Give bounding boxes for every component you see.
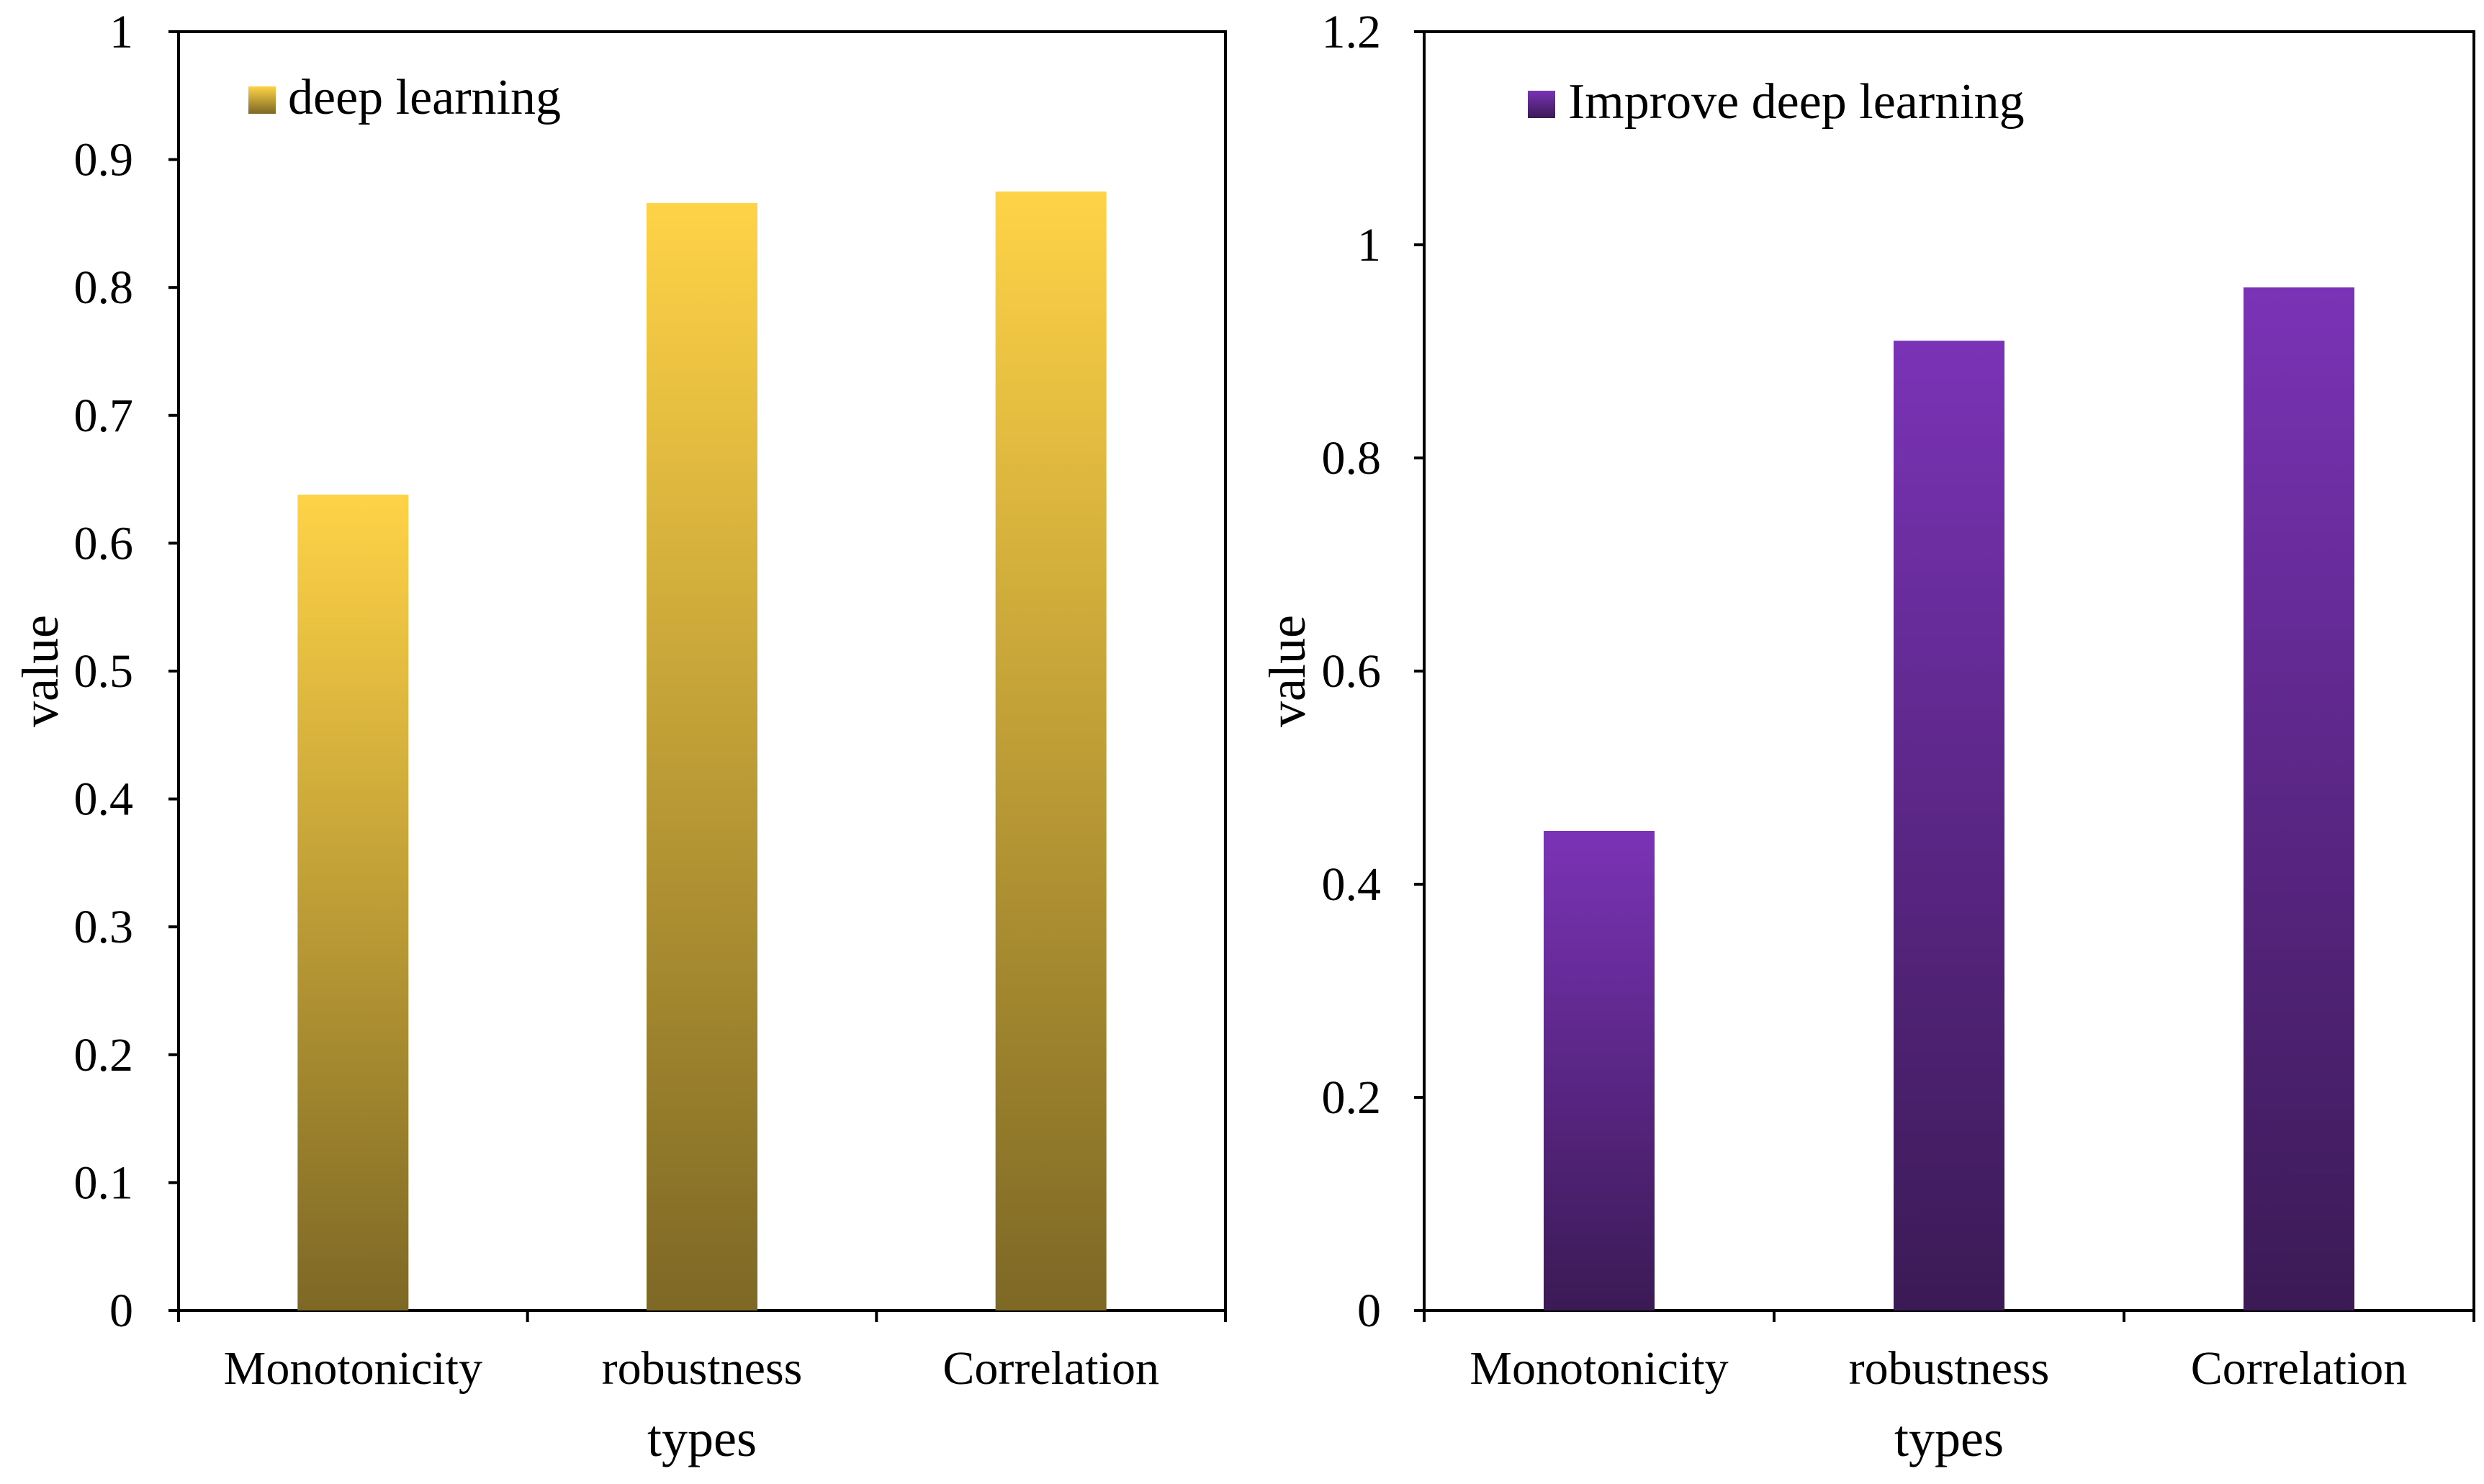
legend: Improve deep learning [1528,74,2025,130]
y-tick-label: 0.7 [74,390,134,442]
x-category-label-robustness: robustness [1849,1342,2050,1395]
y-axis-title: value [1259,615,1316,727]
legend-swatch [1528,91,1555,118]
bar-robustness [1894,341,2004,1311]
bar-group [297,192,1107,1310]
y-tick-label: 0.6 [74,517,134,570]
y-tick-label: 1 [109,6,133,58]
y-tick-label: 1 [1357,219,1381,271]
chart-panel-deep-learning: 0 0.1 0.2 0.3 0.4 0.5 0.6 0.7 0.8 0.9 1 Monotonici… [12,6,1227,1467]
bar-group [1544,287,2354,1311]
y-tick-label: 0.3 [74,901,134,953]
x-category-label-monotonicity: Monotonicity [1470,1342,1728,1395]
y-tick-label: 0.8 [74,261,134,314]
y-axis-ticks: 0 0.1 0.2 0.3 0.4 0.5 0.6 0.7 0.8 0.9 1 [74,6,179,1337]
y-axis-title: value [12,615,69,727]
legend-swatch [248,86,276,114]
y-tick-label: 0.8 [1322,432,1382,485]
bar-correlation [2244,287,2354,1311]
legend-label: deep learning [288,70,561,125]
chart-panel-improve-deep-learning: 0 0.2 0.4 0.6 0.8 1 1.2 Monotonicity robustness… [1259,6,2475,1467]
y-tick-label: 0.2 [74,1029,134,1081]
y-tick-label: 0.2 [1322,1071,1382,1124]
y-tick-label: 0 [109,1285,133,1337]
bar-correlation [995,192,1107,1310]
x-category-label-correlation: Correlation [2191,1342,2408,1395]
x-axis-ticks: Monotonicity robustness Correlation [1423,1310,2475,1395]
y-tick-label: 0.5 [74,645,134,698]
legend-label: Improve deep learning [1568,74,2025,130]
y-tick-label: 0.4 [74,773,134,826]
y-tick-label: 0.1 [74,1156,134,1209]
y-tick-label: 1.2 [1322,6,1382,58]
x-category-label-robustness: robustness [602,1342,803,1395]
legend: deep learning [248,70,561,125]
x-axis-title: types [647,1410,757,1467]
y-tick-label: 0.4 [1322,858,1382,911]
bar-robustness [647,202,757,1310]
y-axis-ticks: 0 0.2 0.4 0.6 0.8 1 1.2 [1322,6,1424,1337]
x-axis-title: types [1894,1410,2004,1467]
bar-monotonicity [297,494,409,1310]
y-tick-label: 0.9 [74,134,134,186]
y-tick-label: 0.6 [1322,645,1382,698]
x-category-label-monotonicity: Monotonicity [224,1342,482,1395]
y-tick-label: 0 [1357,1285,1381,1337]
x-category-label-correlation: Correlation [942,1342,1159,1395]
x-axis-ticks: Monotonicity robustness Correlation [177,1310,1227,1395]
bar-monotonicity [1544,831,1655,1310]
